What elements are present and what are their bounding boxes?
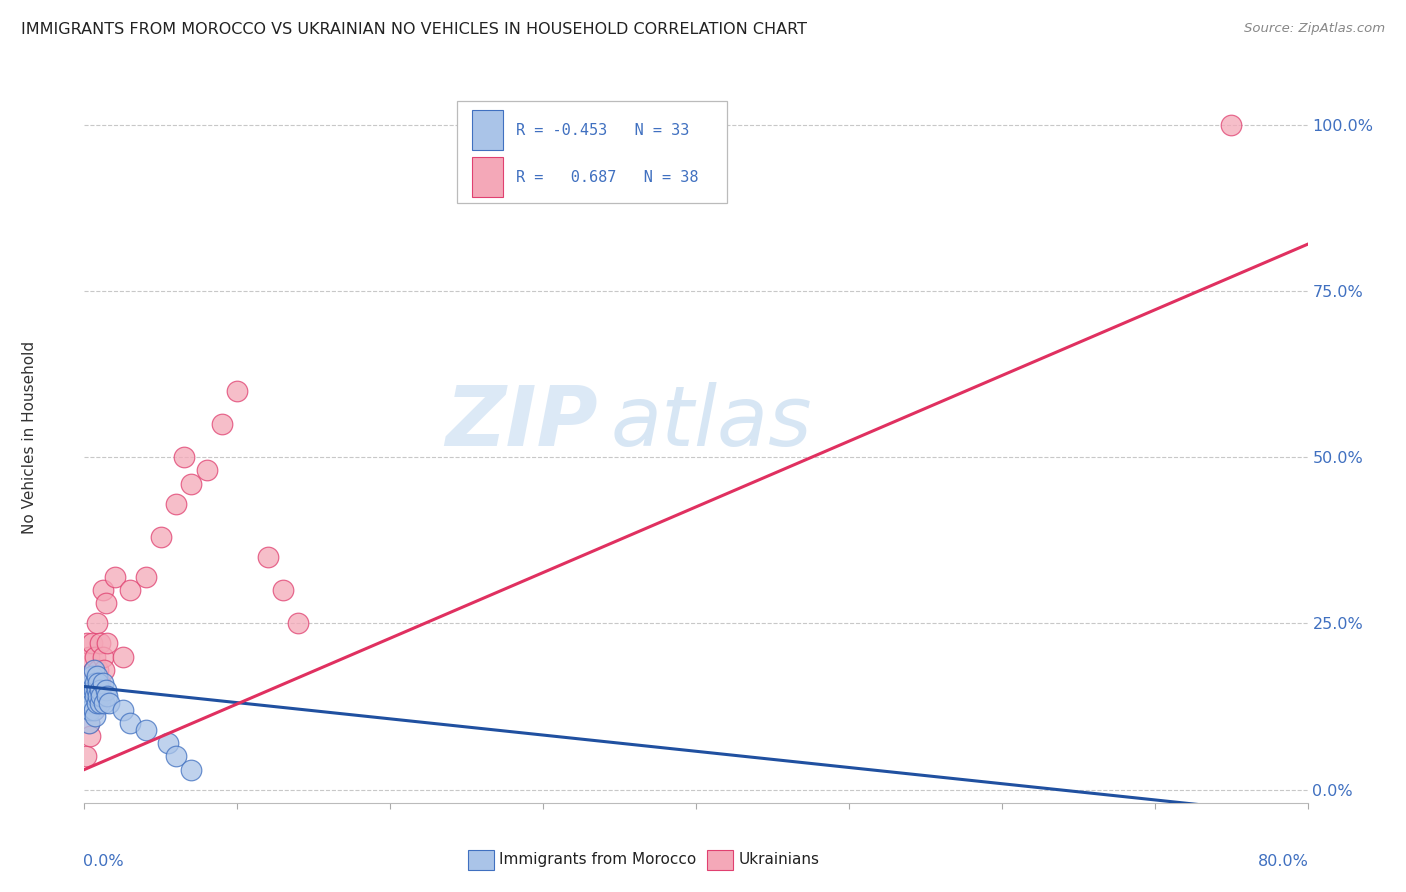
Point <box>226 384 249 398</box>
Point <box>80 669 103 683</box>
Point <box>79 676 101 690</box>
Point <box>104 570 127 584</box>
Point <box>87 690 110 704</box>
Point <box>76 636 98 650</box>
Point <box>80 676 103 690</box>
Point <box>111 703 134 717</box>
Point <box>76 690 98 704</box>
Point <box>94 596 117 610</box>
Point <box>89 682 111 697</box>
Point <box>149 530 172 544</box>
Point <box>83 682 105 697</box>
FancyBboxPatch shape <box>472 110 503 151</box>
Point <box>111 649 134 664</box>
Point <box>173 450 195 464</box>
Text: Source: ZipAtlas.com: Source: ZipAtlas.com <box>1244 22 1385 36</box>
Point <box>91 582 114 597</box>
Text: 0.0%: 0.0% <box>83 854 124 869</box>
Point <box>96 636 118 650</box>
Point <box>77 716 100 731</box>
Text: R = -0.453   N = 33: R = -0.453 N = 33 <box>516 123 689 138</box>
Point <box>83 703 105 717</box>
Point <box>86 682 108 697</box>
Point <box>90 690 112 704</box>
Point <box>77 696 100 710</box>
Point <box>84 676 107 690</box>
Point <box>1220 118 1243 132</box>
Point <box>80 696 103 710</box>
Text: 80.0%: 80.0% <box>1258 854 1309 869</box>
Text: ZIP: ZIP <box>446 382 598 463</box>
Point <box>257 549 280 564</box>
Point <box>165 497 187 511</box>
Point <box>91 676 114 690</box>
Point <box>165 749 187 764</box>
Text: atlas: atlas <box>610 382 813 463</box>
Point <box>83 663 105 677</box>
Point <box>89 676 111 690</box>
Point <box>93 696 115 710</box>
Point <box>79 729 101 743</box>
Point <box>180 476 202 491</box>
Point <box>84 690 107 704</box>
Point <box>135 570 157 584</box>
Point <box>84 690 107 704</box>
Point <box>287 616 309 631</box>
Point <box>80 682 103 697</box>
Point <box>87 676 110 690</box>
Point <box>135 723 157 737</box>
FancyBboxPatch shape <box>457 101 727 203</box>
Text: Immigrants from Morocco: Immigrants from Morocco <box>499 853 696 867</box>
Text: Ukrainians: Ukrainians <box>738 853 820 867</box>
Point <box>89 636 111 650</box>
Point <box>271 582 294 597</box>
Point <box>77 649 100 664</box>
Point <box>77 716 100 731</box>
Point <box>195 463 218 477</box>
Point <box>79 703 101 717</box>
Point <box>83 703 105 717</box>
Text: No Vehicles in Household: No Vehicles in Household <box>22 341 37 533</box>
Point <box>89 696 111 710</box>
Point <box>84 649 107 664</box>
Point <box>86 696 108 710</box>
Point <box>86 669 108 683</box>
Text: R =   0.687   N = 38: R = 0.687 N = 38 <box>516 169 699 185</box>
Point <box>84 709 107 723</box>
Point <box>90 690 112 704</box>
Text: IMMIGRANTS FROM MOROCCO VS UKRAINIAN NO VEHICLES IN HOUSEHOLD CORRELATION CHART: IMMIGRANTS FROM MOROCCO VS UKRAINIAN NO … <box>21 22 807 37</box>
Point <box>120 716 142 731</box>
Point <box>91 649 114 664</box>
Point <box>93 663 115 677</box>
Point <box>86 676 108 690</box>
Point <box>75 749 97 764</box>
Point <box>86 616 108 631</box>
Point <box>80 636 103 650</box>
Point <box>94 682 117 697</box>
Point <box>120 582 142 597</box>
FancyBboxPatch shape <box>472 157 503 197</box>
Point <box>157 736 180 750</box>
Point <box>211 417 233 431</box>
Point <box>87 663 110 677</box>
Point <box>83 663 105 677</box>
Point <box>96 690 118 704</box>
Point <box>97 696 120 710</box>
Point <box>79 682 101 697</box>
Point <box>180 763 202 777</box>
